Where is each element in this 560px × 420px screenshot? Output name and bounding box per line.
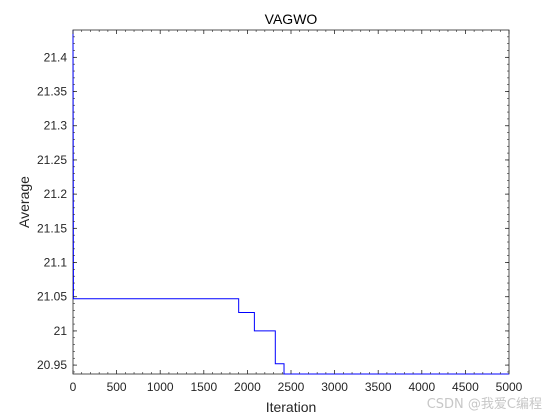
y-tick-label: 21.3 <box>44 119 68 133</box>
x-tick-label: 3500 <box>365 380 392 394</box>
y-tick-label: 21.25 <box>37 153 67 167</box>
x-tick-label: 4000 <box>408 380 435 394</box>
x-tick-label: 3000 <box>321 380 348 394</box>
x-tick-label: 500 <box>107 380 127 394</box>
x-tick-label: 2500 <box>278 380 305 394</box>
x-tick-label: 1500 <box>190 380 217 394</box>
y-tick-label: 20.95 <box>37 358 67 372</box>
y-tick-label: 21.1 <box>44 256 68 270</box>
axes-box <box>72 29 510 375</box>
x-tick-label: 1000 <box>147 380 174 394</box>
x-tick-label: 2000 <box>234 380 261 394</box>
series-line <box>72 29 509 375</box>
x-axis-label: Iteration <box>266 399 317 415</box>
chart-title: VAGWO <box>265 11 318 27</box>
watermark: CSDN @我爱C编程 <box>426 397 542 412</box>
y-tick-label: 21.4 <box>44 50 68 64</box>
x-tick-label: 0 <box>70 380 77 394</box>
x-tick-label: 4500 <box>452 380 479 394</box>
y-tick-label: 21 <box>54 324 68 338</box>
x-tick-label: 5000 <box>496 380 523 394</box>
ticks-layer: 0 500 1000 1500 2000 2500 3000 3500 4000 4500 5000… <box>37 30 523 394</box>
y-tick-label: 21.35 <box>37 85 67 99</box>
plot-area <box>72 29 510 375</box>
series-layer <box>72 29 509 375</box>
y-tick-label: 21.15 <box>37 221 67 235</box>
y-axis-label: Average <box>16 176 32 228</box>
y-tick-label: 21.05 <box>37 290 67 304</box>
y-tick-label: 21.2 <box>44 187 68 201</box>
